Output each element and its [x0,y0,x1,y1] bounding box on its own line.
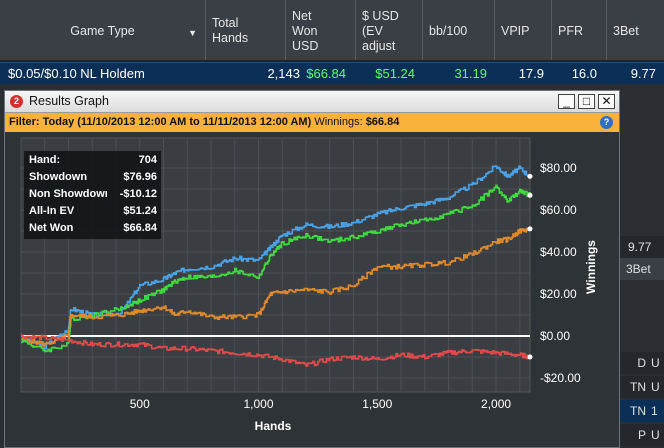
col-total-hands-label: Total Hands [212,16,249,45]
cell-game-type: $0.05/$0.10 NL Holdem [8,66,145,81]
maximize-button[interactable]: □ [578,94,595,109]
x-tick-label: 1,000 [244,397,274,411]
info-row-all-in-ev: All-In EV $51.24 [29,203,157,220]
cell-total-hands: 2,143 [267,66,300,81]
col-3bet[interactable]: 3Bet [606,0,664,62]
filter-bar: Filter: Today (11/10/2013 12:00 AM to 11… [5,113,619,132]
y-tick-label: $0.00 [540,329,570,343]
side-position-4: P [620,424,648,446]
y-tick-label: $80.00 [540,161,577,175]
info-row-hand: Hand: 704 [29,152,157,169]
col-net-won-label: Net Won USD [292,8,319,53]
y-tick-label: $20.00 [540,287,577,301]
sort-dropdown-icon[interactable]: ▼ [188,28,197,38]
filter-value: Today (11/10/2013 12:00 AM to 11/11/2013… [42,116,312,128]
side-right-3: 1 I [648,400,664,440]
winnings-value: $66.84 [365,116,400,128]
filter-label: Filter: [9,116,40,128]
cell-ev-adjusted: $51.24 [375,66,415,81]
series-end-point-all-in-ev [527,226,533,232]
side-3bet-header: 3Bet [620,258,664,280]
col-ev-adjusted-label: $ USD (EV adjust [362,8,399,53]
cell-net-won: $66.84 [306,66,346,81]
side-right-2: U [648,376,664,398]
col-ev-adjusted[interactable]: $ USD (EV adjust [355,0,422,62]
series-line-non-showdown [21,334,531,367]
series-end-point-net-won [527,173,533,179]
side-position-2: TN [620,376,648,398]
series-line-all-in-ev [21,227,531,347]
info-value-showdown: $76.96 [123,171,157,183]
cell-bb100: 31.19 [454,66,487,81]
side-right-1: U [648,352,664,374]
x-tick-label: 1,500 [362,397,392,411]
series-line-net-won [21,165,531,350]
col-3bet-label: 3Bet [613,23,639,38]
col-game-type[interactable]: Game Type ▼ [0,0,205,62]
cell-vpip: 17.9 [518,66,544,81]
series-end-point-non-showdown [527,354,533,360]
window-titlebar[interactable]: 2 Results Graph _ □ ✕ [5,91,619,113]
info-label-non-showdown: Non Showdown [29,188,107,200]
col-pfr-label: PFR [558,23,583,38]
side-position-3: TN [620,400,648,422]
window-title: Results Graph [29,94,109,108]
col-total-hands[interactable]: Total Hands [205,0,285,62]
col-pfr[interactable]: PFR [551,0,606,62]
info-value-hand: 704 [138,154,157,166]
info-row-non-showdown: Non Showdown -$10.12 [29,186,157,203]
winnings-label: Winnings: [314,116,363,128]
y-tick-label: -$20.00 [540,371,581,385]
help-icon[interactable]: ? [600,116,613,129]
y-axis-label: Winnings [584,240,598,294]
info-label-hand: Hand: [29,154,61,166]
side-3bet-value: 9.77 [620,236,664,258]
info-value-net-won: $66.84 [123,222,157,234]
series-end-point-showdown [527,192,533,198]
col-vpip-label: VPIP [501,23,530,38]
y-tick-label: $60.00 [540,203,577,217]
col-vpip[interactable]: VPIP [494,0,551,62]
info-label-all-in-ev: All-In EV [29,205,75,217]
table-row[interactable]: $0.05/$0.10 NL Holdem 2,143 $66.84 $51.2… [0,62,664,84]
col-bb100[interactable]: bb/100 [422,0,494,62]
series-line-showdown [21,184,531,353]
col-game-type-label: Game Type [70,23,135,38]
info-value-all-in-ev: $51.24 [123,205,157,217]
cell-3bet: 9.77 [630,66,656,81]
info-row-net-won: Net Won $66.84 [29,220,157,237]
side-right-4: U [648,424,664,446]
results-graph-window: 2 Results Graph _ □ ✕ Filter: Today (11/… [4,90,620,448]
window-badge-icon: 2 [10,95,23,108]
info-value-non-showdown: -$10.12 [119,188,157,200]
cell-pfr: 16.0 [571,66,597,81]
stats-header: Game Type ▼ Total Hands Net Won USD $ US… [0,0,664,62]
x-axis-label: Hands [255,419,292,433]
info-row-showdown: Showdown $76.96 [29,169,157,186]
minimize-button[interactable]: _ [558,94,575,109]
x-tick-label: 500 [130,397,150,411]
x-tick-label: 2,000 [481,397,511,411]
col-bb100-label: bb/100 [429,23,468,38]
close-button[interactable]: ✕ [598,94,615,109]
header-divider [0,60,664,62]
info-label-net-won: Net Won [29,222,74,234]
y-tick-label: $40.00 [540,245,577,259]
hand-info-panel: Hand: 704 Showdown $76.96 Non Showdown -… [24,151,161,239]
info-label-showdown: Showdown [29,171,88,183]
side-position-1: D [620,352,648,374]
col-net-won[interactable]: Net Won USD [285,0,355,62]
